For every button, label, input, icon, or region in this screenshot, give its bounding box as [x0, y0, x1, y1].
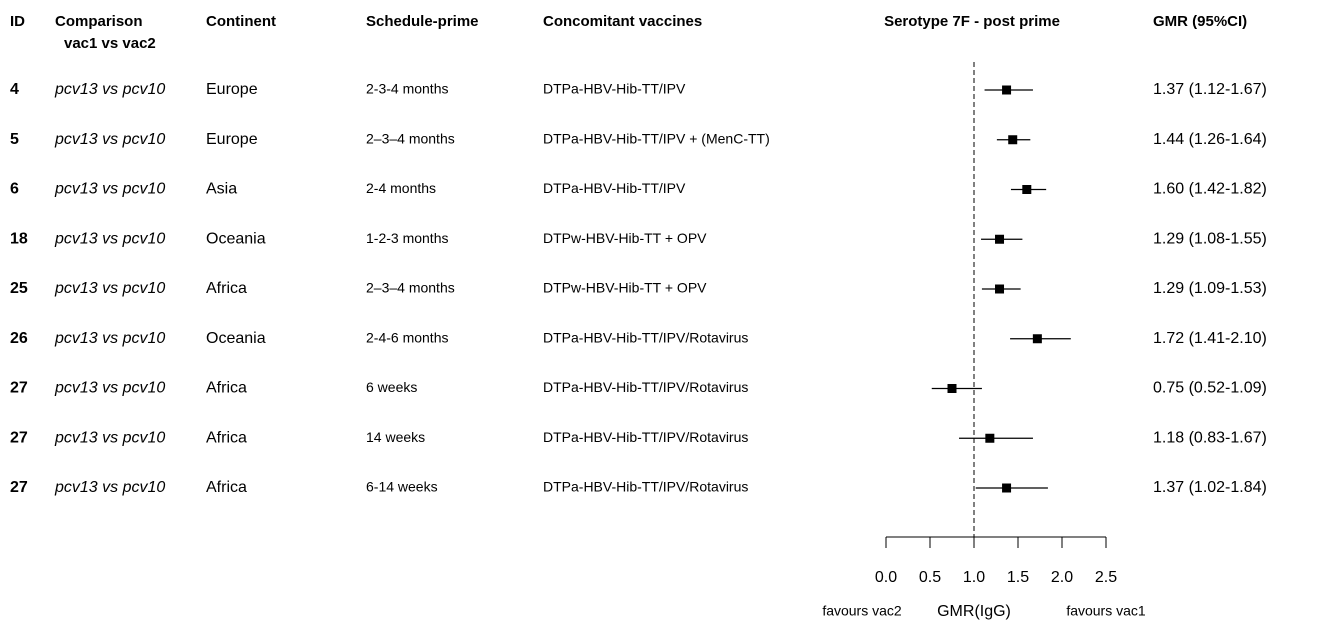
continent: Oceania	[206, 330, 266, 347]
column-header: Continent	[206, 13, 276, 30]
vaccines: DTPa-HBV-Hib-TT/IPV	[543, 81, 686, 97]
row-id: 18	[10, 230, 28, 247]
column-header: GMR (95%CI)	[1153, 13, 1247, 30]
schedule: 2-4 months	[366, 180, 436, 196]
point-estimate	[995, 234, 1005, 244]
chart-title: Serotype 7F - post prime	[884, 13, 1060, 30]
vaccines: DTPa-HBV-Hib-TT/IPV/Rotavirus	[543, 429, 748, 445]
left-note: favours vac2	[822, 603, 902, 619]
schedule: 6-14 weeks	[366, 479, 438, 495]
schedule: 2–3–4 months	[366, 280, 455, 296]
continent: Europe	[206, 131, 258, 148]
comparison: pcv13 vs pcv10	[54, 230, 165, 247]
comparison: pcv13 vs pcv10	[54, 380, 165, 397]
x-tick-label: 2.5	[1095, 569, 1117, 586]
row-id: 27	[10, 479, 28, 496]
point-estimate	[1032, 334, 1042, 344]
vaccines: DTPa-HBV-Hib-TT/IPV/Rotavirus	[543, 379, 748, 395]
gmr-label: 0.75 (0.52-1.09)	[1153, 380, 1267, 397]
row-id: 5	[10, 131, 19, 148]
gmr-label: 1.37 (1.12-1.67)	[1153, 81, 1267, 98]
continent: Africa	[206, 479, 247, 496]
continent: Oceania	[206, 230, 266, 247]
schedule: 6 weeks	[366, 379, 417, 395]
schedule: 1-2-3 months	[366, 230, 448, 246]
column-header: Concomitant vaccines	[543, 13, 702, 30]
gmr-label: 1.29 (1.08-1.55)	[1153, 230, 1267, 247]
gmr-label: 1.29 (1.09-1.53)	[1153, 280, 1267, 297]
gmr-label: 1.18 (0.83-1.67)	[1153, 429, 1267, 446]
row-id: 27	[10, 429, 28, 446]
vaccines: DTPa-HBV-Hib-TT/IPV	[543, 180, 686, 196]
vaccines: DTPw-HBV-Hib-TT + OPV	[543, 280, 707, 296]
row-id: 25	[10, 280, 28, 297]
x-tick-label: 1.0	[963, 569, 985, 586]
comparison: pcv13 vs pcv10	[54, 81, 165, 98]
column-header: Schedule-prime	[366, 13, 479, 30]
comparison: pcv13 vs pcv10	[54, 280, 165, 297]
point-estimate	[1002, 483, 1012, 493]
continent: Europe	[206, 81, 258, 98]
right-note: favours vac1	[1066, 603, 1146, 619]
point-estimate	[985, 433, 995, 443]
row-id: 4	[10, 81, 19, 98]
x-tick-label: 0.5	[919, 569, 941, 586]
vaccines: DTPa-HBV-Hib-TT/IPV + (MenC-TT)	[543, 130, 770, 146]
comparison: pcv13 vs pcv10	[54, 181, 165, 198]
comparison: pcv13 vs pcv10	[54, 330, 165, 347]
row-id: 6	[10, 181, 19, 198]
schedule: 14 weeks	[366, 429, 425, 445]
row-id: 27	[10, 380, 28, 397]
continent: Africa	[206, 380, 247, 397]
point-estimate	[1008, 135, 1018, 145]
column-header: ID	[10, 13, 25, 30]
vaccines: DTPa-HBV-Hib-TT/IPV/Rotavirus	[543, 329, 748, 345]
column-header: Comparison	[55, 13, 143, 30]
header-subline: vac1 vs vac2	[64, 35, 156, 52]
continent: Africa	[206, 429, 247, 446]
point-estimate	[1002, 85, 1012, 95]
gmr-label: 1.60 (1.42-1.82)	[1153, 181, 1267, 198]
comparison: pcv13 vs pcv10	[54, 479, 165, 496]
x-tick-label: 2.0	[1051, 569, 1073, 586]
continent: Asia	[206, 181, 237, 198]
gmr-label: 1.72 (1.41-2.10)	[1153, 330, 1267, 347]
x-tick-label: 1.5	[1007, 569, 1029, 586]
point-estimate	[995, 284, 1005, 294]
row-id: 26	[10, 330, 28, 347]
comparison: pcv13 vs pcv10	[54, 131, 165, 148]
x-axis-label: GMR(IgG)	[937, 603, 1011, 620]
schedule: 2-3-4 months	[366, 81, 448, 97]
gmr-label: 1.37 (1.02-1.84)	[1153, 479, 1267, 496]
gmr-label: 1.44 (1.26-1.64)	[1153, 131, 1267, 148]
comparison: pcv13 vs pcv10	[54, 429, 165, 446]
point-estimate	[1022, 185, 1032, 194]
vaccines: DTPw-HBV-Hib-TT + OPV	[543, 230, 707, 246]
schedule: 2-4-6 months	[366, 329, 448, 345]
vaccines: DTPa-HBV-Hib-TT/IPV/Rotavirus	[543, 479, 748, 495]
point-estimate	[947, 384, 957, 393]
x-tick-label: 0.0	[875, 569, 897, 586]
schedule: 2–3–4 months	[366, 130, 455, 146]
continent: Africa	[206, 280, 247, 297]
